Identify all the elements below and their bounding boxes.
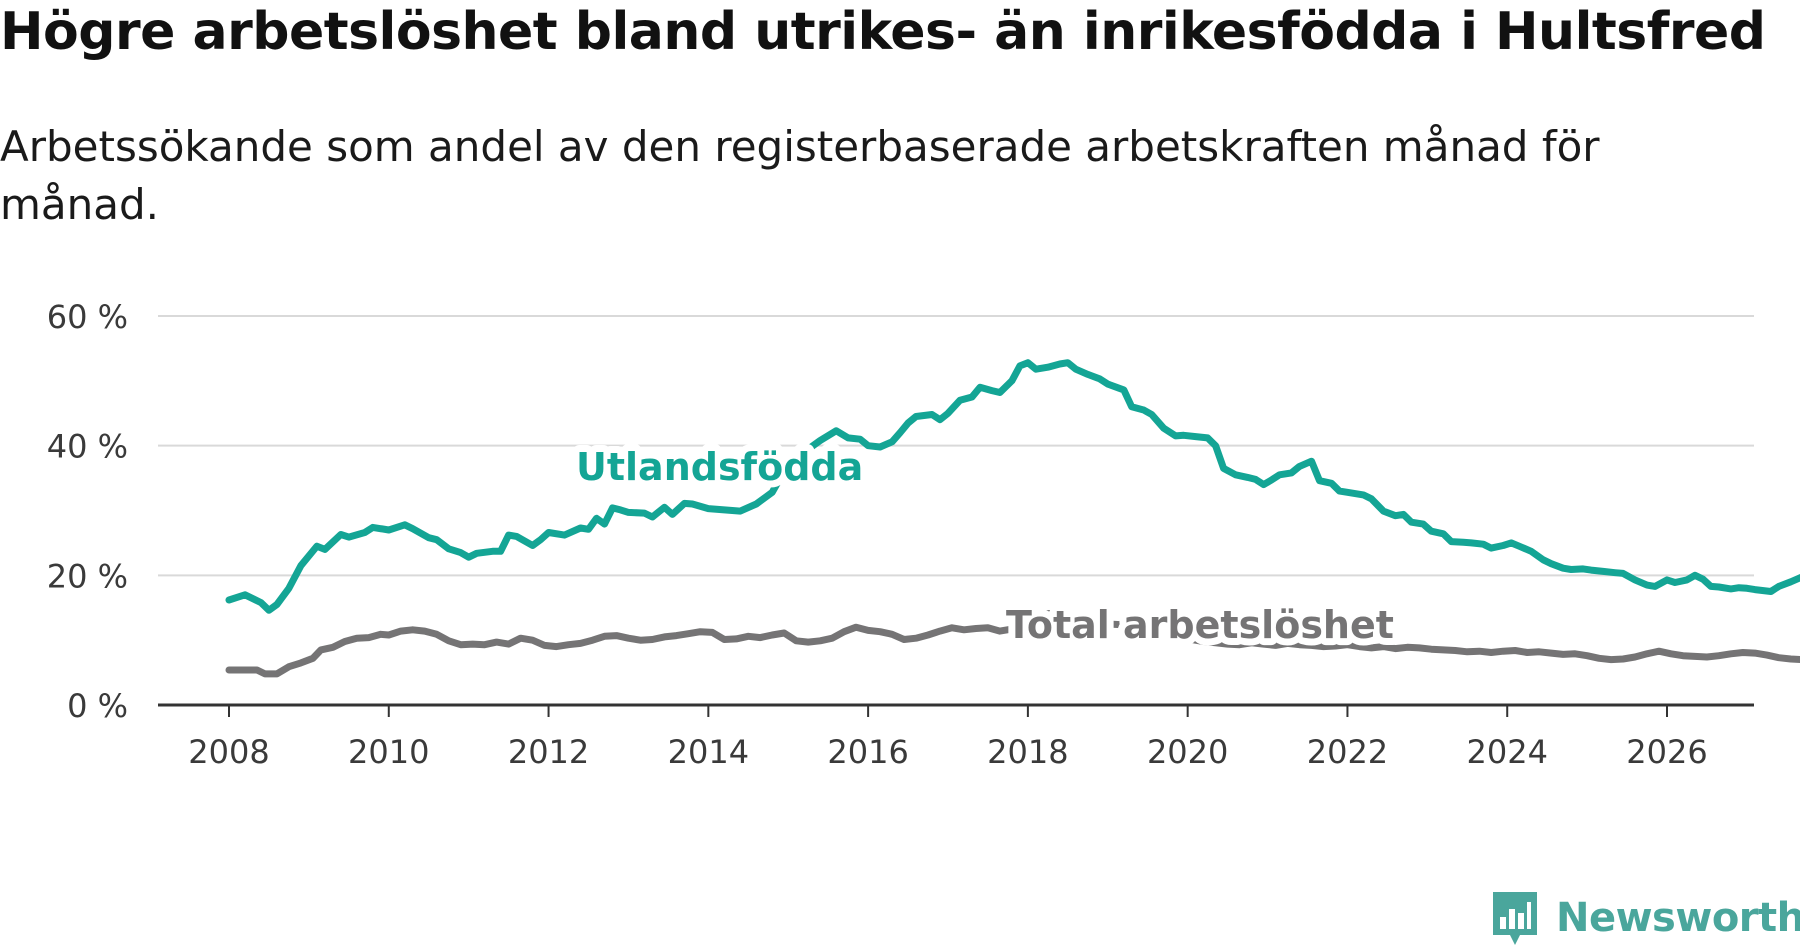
x-tick-label: 2010 (348, 733, 429, 771)
x-tick-label: 2024 (1467, 733, 1548, 771)
y-tick-label: 20 % (47, 557, 128, 595)
y-tick-label: 40 % (47, 428, 128, 466)
chart-title: Högre arbetslöshet bland utrikes- än inr… (0, 2, 1766, 62)
x-tick-label: 2020 (1147, 733, 1228, 771)
x-tick-label: 2014 (668, 733, 749, 771)
newsworthy-logo-text: Newsworthy (1556, 895, 1800, 941)
newsworthy-logo: Newsworthy (1490, 888, 1800, 948)
x-axis: 2008 2010 2012 2014 2016 2018 2020 2022 2024 2026 (158, 703, 1754, 771)
y-tick-label: 60 % (47, 298, 128, 336)
x-tick-label: 2018 (987, 733, 1068, 771)
series-line-utlandsfodda (225, 359, 1800, 614)
x-tick-label: 2026 (1626, 733, 1707, 771)
x-tick-label: 2008 (188, 733, 269, 771)
newsworthy-logo-icon (1493, 892, 1537, 945)
x-tick-label: 2012 (508, 733, 589, 771)
series-name-label: Total arbetslöshet (1006, 603, 1394, 647)
series-line-total (225, 609, 1800, 678)
x-tick-label: 2016 (827, 733, 908, 771)
series-lines (225, 359, 1800, 678)
series-name-label: Utlandsfödda (576, 445, 863, 489)
gridlines: 0 % 20 % 40 % 60 % (47, 298, 1754, 725)
y-tick-label: 0 % (67, 687, 128, 725)
x-tick-label: 2022 (1307, 733, 1388, 771)
chart-subtitle: Arbetssökande som andel av den registerb… (0, 122, 1600, 229)
